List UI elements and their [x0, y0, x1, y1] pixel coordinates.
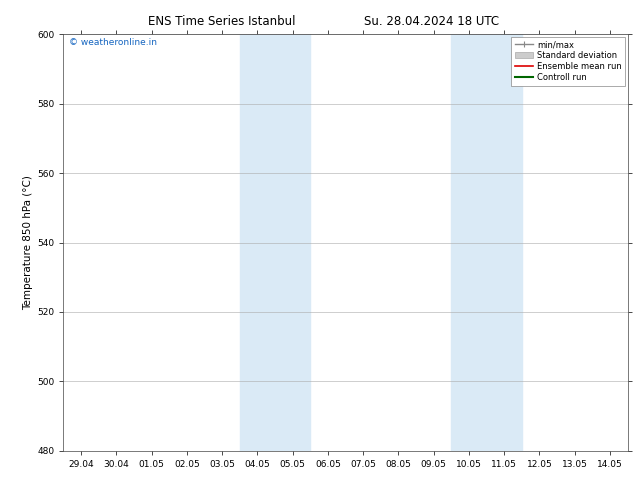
Bar — [275, 34, 310, 451]
Y-axis label: Temperature 850 hPa (°C): Temperature 850 hPa (°C) — [23, 175, 33, 310]
Text: ENS Time Series Istanbul: ENS Time Series Istanbul — [148, 15, 295, 28]
Text: © weatheronline.in: © weatheronline.in — [69, 38, 157, 48]
Legend: min/max, Standard deviation, Ensemble mean run, Controll run: min/max, Standard deviation, Ensemble me… — [511, 37, 625, 86]
Text: Su. 28.04.2024 18 UTC: Su. 28.04.2024 18 UTC — [363, 15, 499, 28]
Bar — [487, 34, 522, 451]
Bar — [240, 34, 275, 451]
Bar — [451, 34, 487, 451]
